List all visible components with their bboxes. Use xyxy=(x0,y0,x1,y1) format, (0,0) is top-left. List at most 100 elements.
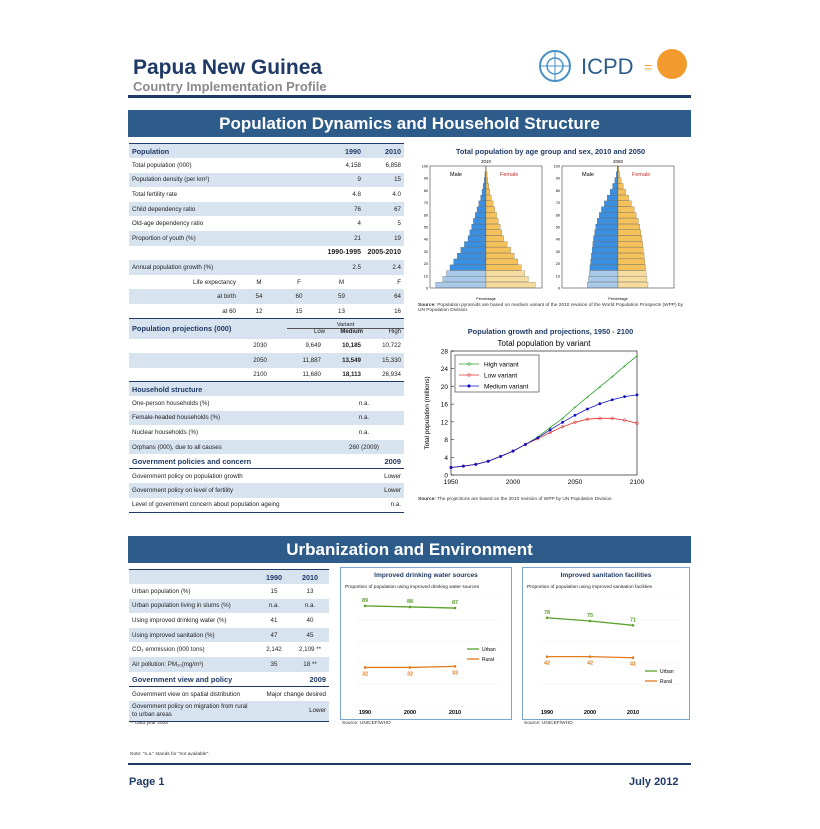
data-label: 42 xyxy=(544,661,550,667)
pyramid-female-bar xyxy=(485,206,495,213)
growth-point: + xyxy=(611,375,614,381)
growth-point xyxy=(474,462,478,466)
growth-point xyxy=(585,417,590,421)
pyramid-female-bar xyxy=(485,177,488,184)
pyramid-age-tick: 100 xyxy=(422,165,428,169)
pyramid-male-label: Male xyxy=(450,172,462,178)
data-label: 41 xyxy=(630,662,636,668)
data-label: 32 xyxy=(362,671,368,677)
growth-plot-frame xyxy=(450,350,638,476)
pyramid-male-bar xyxy=(590,258,619,265)
pyramid-age-tick: 70 xyxy=(424,201,428,205)
pyramid-female-bar xyxy=(485,194,492,201)
pyramid-age-tick: 30 xyxy=(556,250,560,254)
pyramid-female-label: Female xyxy=(500,172,518,178)
data-point xyxy=(453,665,457,668)
growth-y-tick: 0 xyxy=(444,473,448,480)
pyramid-female-bar xyxy=(485,189,490,195)
pyramid-female-bar xyxy=(617,189,626,195)
growth-point xyxy=(635,421,639,425)
growth-point xyxy=(548,428,552,432)
data-label: 88 xyxy=(407,599,413,605)
footer-date: July 2012 xyxy=(629,776,679,788)
footnote-year: ** Data year 2008 xyxy=(130,721,168,726)
growth-chart-inner-title: Total population by variant xyxy=(498,339,592,348)
data-point xyxy=(631,624,635,627)
data-label: 42 xyxy=(587,661,593,667)
pyramid-female-bar xyxy=(617,183,624,190)
growth-point xyxy=(486,459,490,463)
pyramid-female-bar xyxy=(617,282,649,288)
pyramid-female-bar xyxy=(485,229,502,236)
x-tick: 1990 xyxy=(541,710,553,716)
pyramid-female-bar xyxy=(617,206,635,213)
pyramid-female-bar xyxy=(617,258,645,265)
data-label: 87 xyxy=(452,600,458,606)
pyramid-female-bar xyxy=(485,258,518,265)
growth-point xyxy=(598,416,602,420)
pyramid-female-bar xyxy=(617,241,643,248)
pyramid-female-bar xyxy=(617,276,648,282)
pyramid-male-bar xyxy=(435,282,487,288)
page-subtitle: Country Implementation Profile xyxy=(133,79,327,94)
policies-table: Government policies and concern 2009 Gove… xyxy=(129,454,404,513)
pyramid-male-bar xyxy=(589,264,619,271)
growth-point xyxy=(586,407,589,411)
growth-y-tick: 16 xyxy=(441,402,449,409)
data-point xyxy=(408,605,412,609)
growth-legend-label: High variant xyxy=(484,362,519,369)
growth-point: + xyxy=(623,364,626,370)
pyramid-male-bar xyxy=(475,212,487,219)
x-tick: 1990 xyxy=(359,710,371,716)
pyramid-male-bar xyxy=(467,235,487,242)
legend-label: Urban xyxy=(660,669,674,675)
pyramid-age-tick: 40 xyxy=(424,238,428,242)
pyramid-female-bar xyxy=(485,247,511,253)
growth-x-tick: 1950 xyxy=(444,479,459,486)
household-table: Household structure One-person household… xyxy=(129,381,404,455)
growth-y-tick: 12 xyxy=(441,419,449,426)
pyramid-male-bar xyxy=(471,223,487,230)
table-header: Population xyxy=(129,143,279,159)
gov-view-table: Government view and policy 2009 Governmen… xyxy=(129,672,329,722)
pyramid-male-bar xyxy=(587,282,619,288)
pyramid-x-label: Percentage xyxy=(476,297,495,301)
pyramid-female-bar xyxy=(485,183,489,190)
pyramid-male-bar xyxy=(617,165,619,172)
pyramid-male-bar xyxy=(612,183,619,190)
pyramid-age-tick: 50 xyxy=(424,226,428,230)
pyramid-age-tick: 90 xyxy=(424,177,428,181)
data-label: 78 xyxy=(544,610,550,616)
water-source: Source: UNICEF/WHO xyxy=(342,721,391,726)
pyramid-age-tick: 60 xyxy=(556,213,560,217)
pyramid-female-bar xyxy=(617,171,620,178)
pyramid-male-bar xyxy=(484,171,487,178)
growth-x-tick: 2000 xyxy=(506,479,521,486)
pyramid-male-bar xyxy=(607,194,619,201)
data-point xyxy=(408,666,412,669)
x-tick: 2010 xyxy=(627,710,639,716)
pyramid-source: Source: Population pyramids are based on… xyxy=(418,303,683,313)
pyramid-male-label: Male xyxy=(582,172,594,178)
growth-point xyxy=(536,436,540,440)
pyramid-female-bar xyxy=(485,171,488,178)
growth-legend: High variant Low variant Medium variant xyxy=(454,354,540,393)
pyramid-female-bar xyxy=(485,212,497,219)
growth-point xyxy=(635,393,639,397)
svg-text:=: = xyxy=(644,59,652,75)
urbanization-table: 1990 2010 Urban population (%) 15 13 Urban … xyxy=(129,569,329,672)
growth-point xyxy=(610,416,614,420)
pyramid-age-tick: 20 xyxy=(424,262,428,266)
pyramid-female-bar xyxy=(617,200,632,207)
pyramid-female-bar xyxy=(485,270,525,277)
pyramid-title: Total population by age group and sex, 2… xyxy=(455,147,646,156)
growth-point: + xyxy=(561,416,564,422)
growth-x-tick: 2100 xyxy=(630,479,645,486)
legend-label: Rural xyxy=(482,657,494,663)
data-label: 33 xyxy=(452,670,458,676)
pyramid-male-bar xyxy=(449,264,487,271)
pyramid-male-bar xyxy=(616,171,619,178)
pyramid-female-bar xyxy=(485,241,508,248)
pyramid-age-tick: 10 xyxy=(424,274,428,278)
